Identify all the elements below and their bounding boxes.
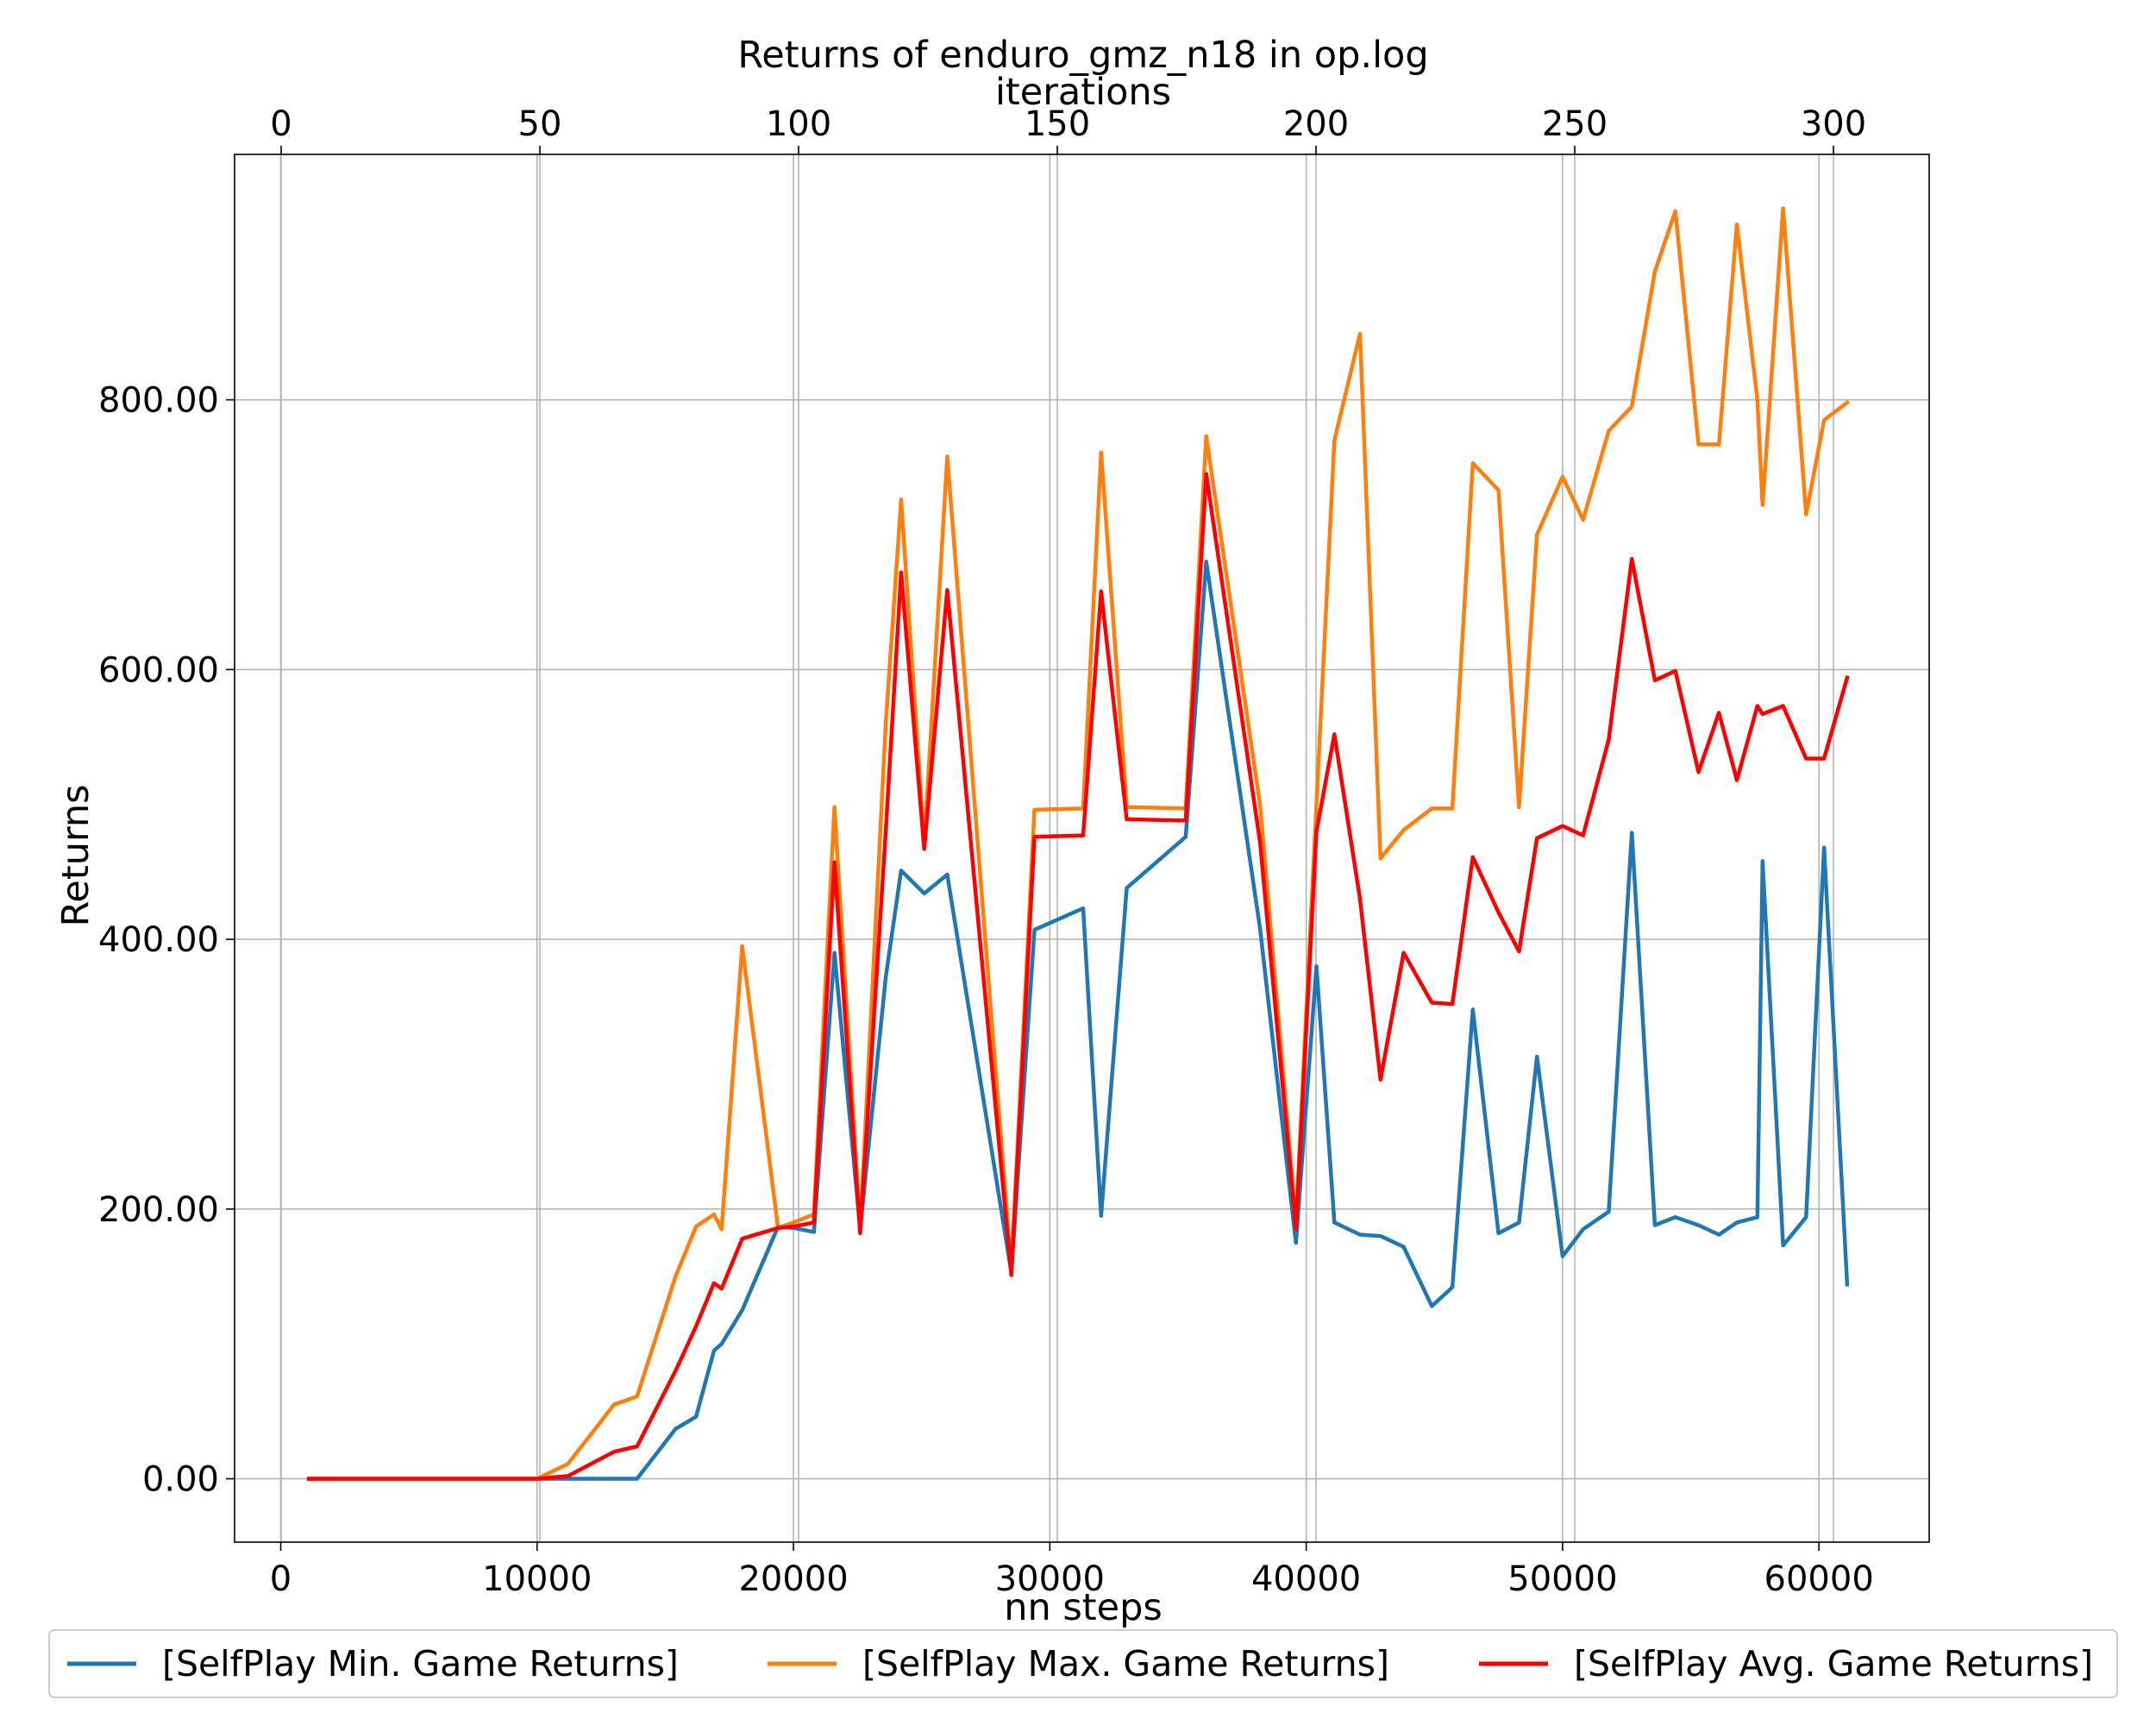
legend-box [48, 1629, 2118, 1698]
series-line-min-returns [306, 559, 1850, 1481]
top-x-axis-title: iterations [995, 71, 1171, 114]
y-tick-label: 200.00 [98, 1190, 219, 1230]
x-tick-label: 40000 [1251, 1559, 1361, 1599]
top-x-tick-label: 150 [1025, 104, 1090, 144]
y-tick-label: 0.00 [142, 1460, 219, 1500]
top-x-tick-label: 0 [270, 104, 291, 144]
legend-label-min: [SelfPlay Min. Game Returns] [162, 1643, 679, 1684]
plot-frame [234, 154, 1930, 1543]
x-axis-title: nn steps [1004, 1586, 1163, 1629]
chart-title: Returns of enduro_gmz_n18 in op.log [737, 34, 1428, 77]
y-tick-label: 600.00 [98, 650, 219, 690]
y-tick-label: 400.00 [98, 920, 219, 960]
legend-label-avg: [SelfPlay Avg. Game Returns] [1574, 1643, 2093, 1684]
axis-ticks: 0 10000 20000 30000 40000 50000 60000 0 50 100 150… [98, 104, 1874, 1599]
top-x-tick-label: 100 [766, 104, 831, 144]
top-x-tick-label: 50 [518, 104, 562, 144]
y-tick-label: 800.00 [98, 381, 219, 421]
series-line-avg-returns [306, 472, 1850, 1481]
x-tick-label: 0 [270, 1559, 291, 1599]
x-tick-label: 60000 [1764, 1559, 1874, 1599]
series-layer [306, 206, 1851, 1481]
top-x-tick-label: 250 [1542, 104, 1608, 144]
legend: [SelfPlay Min. Game Returns] [SelfPlay M… [48, 1629, 2118, 1698]
y-axis-title: Returns [54, 784, 97, 926]
x-tick-label: 10000 [482, 1559, 592, 1599]
grid-lines [235, 154, 1929, 1542]
series-line-max-returns [306, 206, 1851, 1481]
x-tick-label: 50000 [1507, 1559, 1617, 1599]
top-x-tick-label: 200 [1283, 104, 1349, 144]
x-tick-label: 30000 [995, 1559, 1105, 1599]
x-tick-label: 20000 [738, 1559, 848, 1599]
top-x-tick-label: 300 [1801, 104, 1866, 144]
legend-label-max: [SelfPlay Max. Game Returns] [862, 1643, 1389, 1684]
